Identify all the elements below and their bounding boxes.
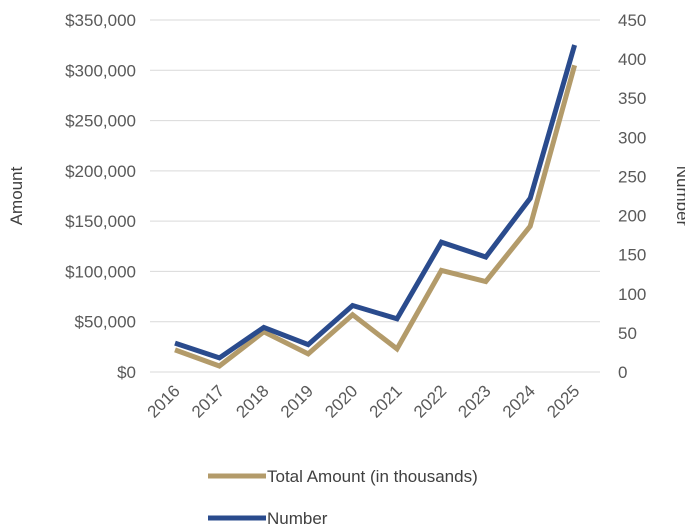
- series-line-1: [174, 44, 578, 361]
- x-tick-label: 2023: [454, 381, 494, 421]
- left-tick-label: $150,000: [65, 212, 136, 231]
- x-tick-label: 2016: [144, 381, 184, 421]
- legend-label-total-amount: Total Amount (in thousands): [267, 467, 478, 486]
- right-tick-label: 300: [618, 128, 646, 147]
- left-axis-ticks: $0 $50,000 $100,000 $150,000 $200,000 $250,00…: [65, 11, 136, 382]
- x-tick-label: 2018: [232, 381, 272, 421]
- series-line-0: [174, 64, 578, 369]
- right-tick-label: 0: [618, 363, 627, 382]
- right-tick-label: 200: [618, 207, 646, 226]
- x-tick-label: 2020: [321, 381, 361, 421]
- right-tick-label: 150: [618, 246, 646, 265]
- x-tick-label: 2021: [366, 381, 406, 421]
- left-tick-label: $100,000: [65, 262, 136, 281]
- right-tick-label: 450: [618, 11, 646, 30]
- right-tick-label: 350: [618, 89, 646, 108]
- x-tick-label: 2022: [410, 381, 450, 421]
- right-axis-ticks: 0 50 100 150 200 250 300 350 400 450: [618, 11, 646, 382]
- left-tick-label: $300,000: [65, 61, 136, 80]
- right-tick-label: 250: [618, 167, 646, 186]
- right-tick-label: 400: [618, 50, 646, 69]
- left-axis-title: Amount: [7, 166, 26, 225]
- x-axis-ticks: 2016 2017 2018 2019 2020 2021 2022 2023 2024 2025: [144, 381, 584, 421]
- left-tick-label: $250,000: [65, 112, 136, 131]
- x-tick-label: 2017: [188, 381, 228, 421]
- left-tick-label: $350,000: [65, 11, 136, 30]
- x-tick-label: 2019: [277, 381, 317, 421]
- left-tick-label: $50,000: [75, 313, 136, 332]
- right-axis-title: Number: [673, 166, 685, 227]
- x-tick-label: 2025: [543, 381, 583, 421]
- legend: Total Amount (in thousands) Number: [208, 467, 478, 528]
- x-tick-label: 2024: [499, 381, 539, 421]
- series-lines: [174, 44, 578, 369]
- left-tick-label: $0: [117, 363, 136, 382]
- legend-label-number: Number: [267, 509, 328, 528]
- left-tick-label: $200,000: [65, 162, 136, 181]
- right-tick-label: 100: [618, 285, 646, 304]
- gridlines: [150, 19, 600, 373]
- right-tick-label: 50: [618, 324, 637, 343]
